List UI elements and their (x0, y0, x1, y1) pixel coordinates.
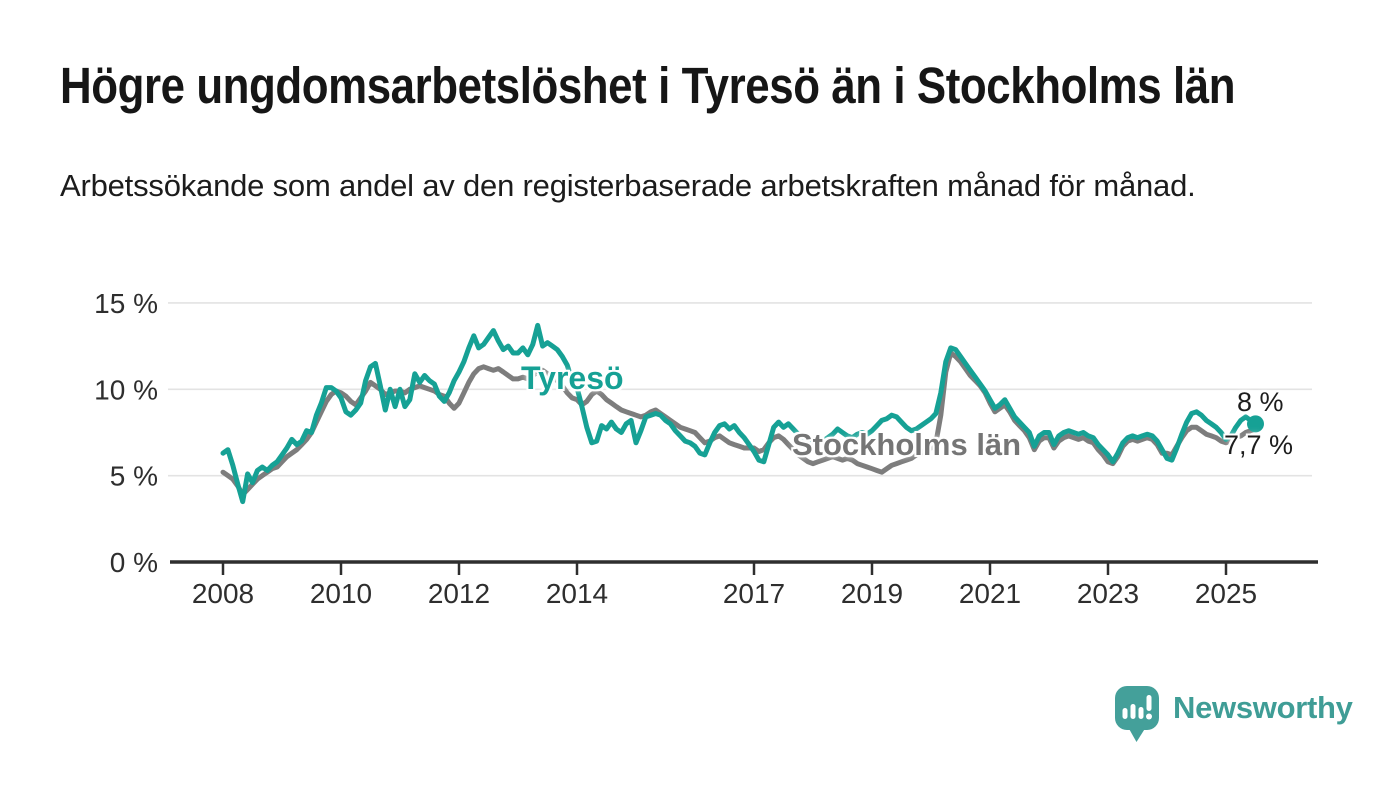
x-axis-tick-label: 2012 (428, 578, 490, 609)
x-axis-tick-label: 2025 (1195, 578, 1257, 609)
series-label-stockholms-lan: Stockholms län (792, 427, 1022, 462)
end-value-label-stockholms-lan: 7,7 % (1224, 430, 1294, 460)
end-value-label-tyreso: 8 % (1237, 387, 1284, 417)
y-axis-tick-label: 10 % (94, 374, 158, 405)
x-axis-tick-label: 2008 (192, 578, 254, 609)
x-axis-tick-label: 2010 (310, 578, 372, 609)
series-end-dot-tyreso (1247, 415, 1264, 433)
series-line-tyreso (220, 322, 1258, 505)
y-axis-tick-label: 5 % (110, 461, 158, 492)
x-axis-tick-label: 2014 (546, 578, 608, 609)
series-line-stockholms-lan (220, 350, 1258, 498)
x-axis-tick-label: 2019 (841, 578, 903, 609)
x-axis-tick-label: 2017 (723, 578, 785, 609)
chart-subtitle: Arbetssökande som andel av den registerb… (60, 168, 1196, 203)
series-label-tyreso: Tyresö (521, 360, 624, 396)
branding: Newsworthy (1114, 685, 1353, 744)
y-axis-tick-label: 15 % (94, 288, 158, 319)
x-axis-tick-label: 2021 (959, 578, 1021, 609)
newsworthy-wordmark: Newsworthy (1173, 690, 1353, 725)
y-axis-tick-label: 0 % (110, 547, 158, 578)
newsworthy-logo-icon (1115, 686, 1159, 742)
x-axis-tick-label: 2023 (1077, 578, 1139, 609)
page-title: Högre ungdomsarbetslöshet i Tyresö än i … (60, 57, 1236, 114)
